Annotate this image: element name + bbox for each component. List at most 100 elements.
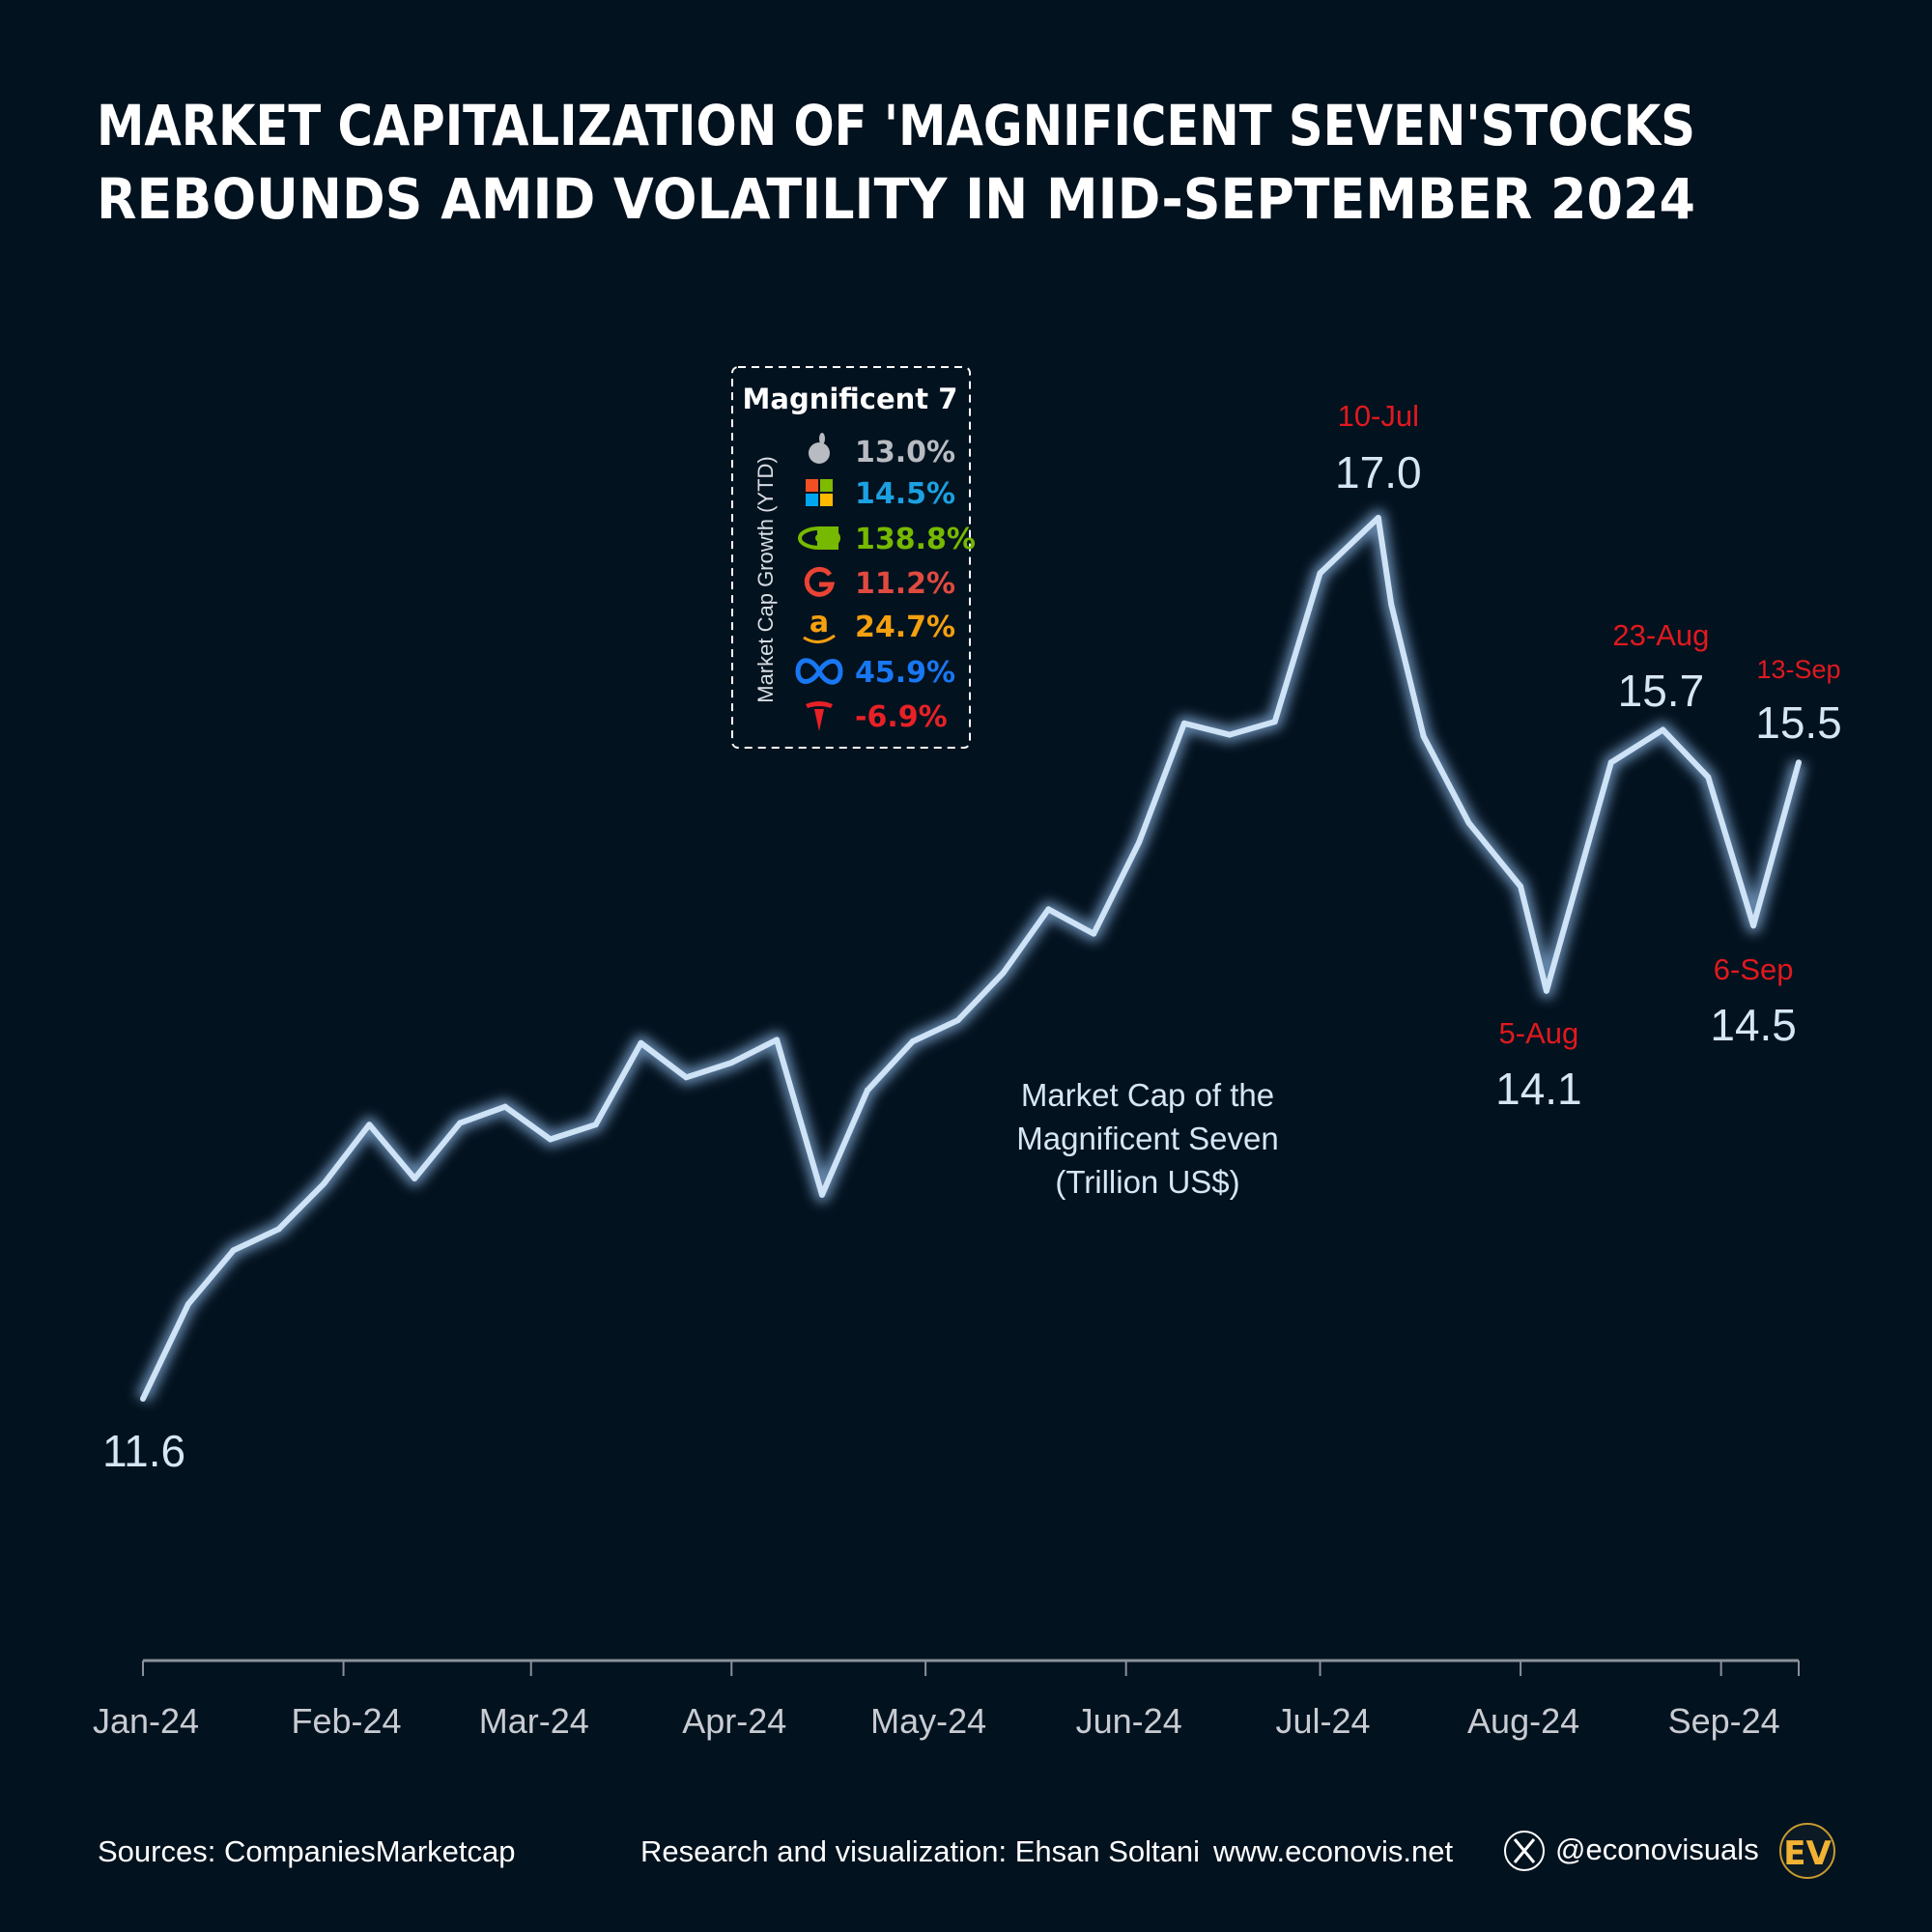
annotation: 10-Jul 17.0 <box>1335 399 1422 497</box>
legend-item-value: 13.0% <box>855 436 955 469</box>
data-point <box>321 1180 327 1187</box>
annotation-date: 5-Aug <box>1499 1016 1579 1050</box>
annotation: 11.6 <box>102 1426 185 1476</box>
legend-side-label: Market Cap Growth (YTD) <box>753 456 778 703</box>
data-point <box>501 1103 508 1110</box>
svg-text:EV: EV <box>1783 1834 1832 1873</box>
data-point <box>1045 906 1052 913</box>
x-tick-label: Apr-24 <box>682 1701 786 1741</box>
data-point <box>1226 731 1233 738</box>
data-point <box>774 1037 781 1043</box>
x-axis: Jan-24 Feb-24 Mar-24 Apr-24 May-24 Jun-24 Jul-… <box>93 1659 1800 1741</box>
annotation-date: 13-Sep <box>1756 655 1840 684</box>
series-label-line-2: Magnificent Seven <box>1016 1121 1279 1156</box>
data-point <box>1796 759 1802 766</box>
data-point <box>1136 839 1143 846</box>
x-tick-label: Mar-24 <box>479 1701 589 1741</box>
data-point <box>1000 970 1007 977</box>
legend-item-value: 24.7% <box>855 611 955 644</box>
data-point <box>185 1301 191 1308</box>
data-point <box>592 1122 599 1128</box>
series-line <box>140 514 1802 1401</box>
legend-item: 138.8% <box>798 523 976 556</box>
data-point <box>457 1120 464 1126</box>
series-label: Market Cap of the Magnificent Seven (Tri… <box>1016 1077 1279 1200</box>
legend-item: -6.9% <box>806 700 948 734</box>
annotation: 13-Sep 15.5 <box>1755 655 1842 748</box>
legend: Magnificent 7 Market Cap Growth (YTD) 13… <box>731 366 976 749</box>
data-point <box>230 1247 237 1254</box>
source-text: Sources: CompaniesMarketcap <box>98 1834 515 1868</box>
data-point <box>547 1136 554 1143</box>
annotation: 5-Aug 14.1 <box>1495 1016 1582 1114</box>
series-label-line-3: (Trillion US$) <box>1055 1164 1239 1200</box>
annotation-date: 10-Jul <box>1338 399 1419 433</box>
annotation: 6-Sep 14.5 <box>1710 952 1797 1050</box>
data-point <box>1420 733 1427 740</box>
annotation-value: 14.5 <box>1710 1000 1797 1050</box>
data-point <box>638 1039 644 1046</box>
data-point <box>1388 601 1395 608</box>
annotation-value: 15.7 <box>1618 666 1705 716</box>
annotation-date: 23-Aug <box>1612 618 1709 652</box>
data-point <box>412 1175 418 1181</box>
annotation: 23-Aug 15.7 <box>1612 618 1709 716</box>
legend-item: 11.2% <box>804 566 955 601</box>
annotation-value: 14.1 <box>1495 1064 1582 1114</box>
x-tick-label: Jul-24 <box>1276 1701 1371 1741</box>
x-tick-label: Sep-24 <box>1668 1701 1780 1741</box>
series-label-line-1: Market Cap of the <box>1021 1077 1274 1113</box>
legend-title: Magnificent 7 <box>743 383 958 415</box>
data-point <box>1660 726 1666 733</box>
credit-text: Research and visualization: Ehsan Soltan… <box>640 1834 1200 1868</box>
legend-item-value: 11.2% <box>855 567 955 601</box>
annotation-value: 11.6 <box>102 1426 185 1476</box>
legend-item: 13.0% <box>809 433 955 469</box>
x-tick-label: Feb-24 <box>292 1701 402 1741</box>
x-tick-label: Aug-24 <box>1467 1701 1579 1741</box>
data-point <box>1271 719 1278 725</box>
data-point <box>1607 759 1614 766</box>
x-tick-label: Jan-24 <box>93 1701 199 1741</box>
data-point <box>1091 930 1097 937</box>
data-point <box>275 1226 282 1233</box>
apple-icon <box>809 433 830 464</box>
data-point <box>909 1038 916 1045</box>
amazon-icon: a <box>803 606 836 643</box>
svg-text:a: a <box>810 606 829 639</box>
data-point <box>683 1074 690 1081</box>
chart-title-line-1: MARKET CAPITALIZATION OF 'MAGNIFICENT SE… <box>97 93 1695 158</box>
data-point <box>954 1017 961 1024</box>
legend-item-value: 138.8% <box>855 523 976 556</box>
footer: Sources: CompaniesMarketcap Research and… <box>98 1823 1835 1879</box>
data-point <box>366 1122 373 1128</box>
tesla-icon <box>806 701 833 731</box>
legend-item: 45.9% <box>795 656 955 690</box>
legend-item: 14.5% <box>806 477 955 511</box>
nvidia-icon <box>798 526 840 550</box>
data-point <box>1375 514 1381 521</box>
microsoft-icon <box>806 479 833 506</box>
data-point <box>864 1087 870 1094</box>
legend-box <box>731 366 971 749</box>
x-tick-label: May-24 <box>870 1701 986 1741</box>
data-point <box>1465 819 1472 826</box>
annotation-date: 6-Sep <box>1714 952 1794 986</box>
social-handle[interactable]: @econovisuals <box>1555 1833 1759 1866</box>
data-point <box>1180 720 1187 726</box>
website-link[interactable]: www.econovis.net <box>1212 1834 1454 1868</box>
annotation-value: 17.0 <box>1335 447 1422 497</box>
data-point <box>1543 987 1549 994</box>
econovis-logo: EV <box>1779 1823 1835 1879</box>
data-point <box>728 1060 735 1066</box>
data-point <box>1518 883 1524 890</box>
legend-item-value: -6.9% <box>855 700 948 734</box>
data-point <box>1705 774 1712 781</box>
data-point <box>140 1396 146 1402</box>
annotation-value: 15.5 <box>1755 697 1842 748</box>
chart-title-line-2: REBOUNDS AMID VOLATILITY IN MID-SEPTEMBE… <box>97 166 1695 232</box>
google-icon <box>804 566 836 597</box>
data-point <box>1750 923 1757 929</box>
